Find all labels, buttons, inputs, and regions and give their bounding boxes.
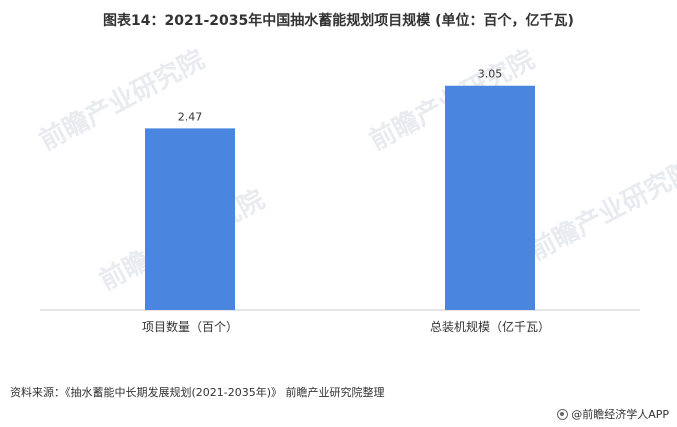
chart-title: 图表14：2021-2035年中国抽水蓄能规划项目规模 (单位：百个，亿千瓦) (103, 13, 574, 29)
bar (145, 128, 235, 310)
x-tick-label: 总装机规模（亿千瓦） (430, 319, 550, 334)
brand-credit: @前瞻经济学人APP (557, 406, 669, 422)
bar-chart: 2.47 项目数量（百个） 3.05 总装机规模（亿千瓦） (40, 68, 640, 334)
bar (445, 85, 535, 310)
x-tick-label: 项目数量（百个） (142, 319, 238, 334)
data-label: 2.47 (178, 110, 203, 123)
brand-logo-icon (557, 408, 569, 420)
data-label: 3.05 (478, 68, 503, 81)
brand-text: @前瞻经济学人APP (571, 408, 669, 421)
source-note: 资料来源：《抽水蓄能中长期发展规划(2021-2035年)》 前瞻产业研究院整理 (10, 386, 385, 399)
